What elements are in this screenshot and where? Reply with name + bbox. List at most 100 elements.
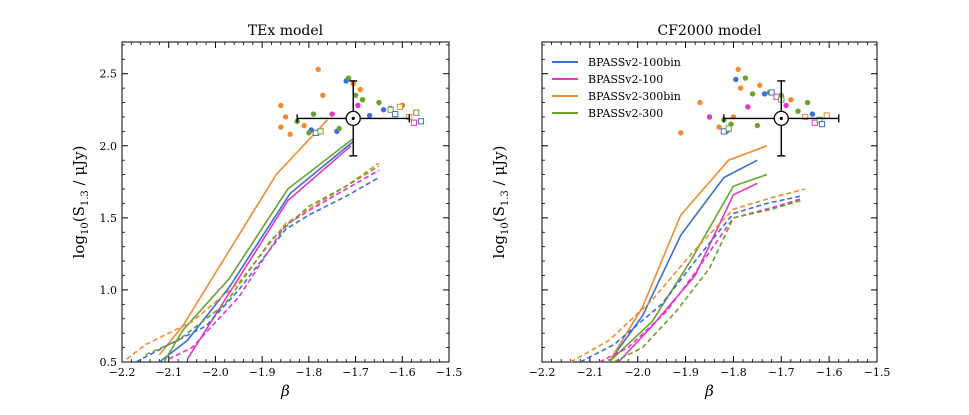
galaxy-square-point (317, 128, 324, 135)
galaxy-square-point (725, 125, 732, 132)
galaxy-point (795, 108, 801, 114)
x-axis-label: β (704, 382, 714, 400)
galaxy-point (376, 99, 382, 106)
x-tick-label: −1.8 (720, 366, 747, 379)
x-tick-label: −2.1 (155, 366, 182, 379)
series-line-bpassv2-100-solid (618, 182, 758, 362)
legend-label: BPASSv2-100bin (588, 56, 681, 69)
galaxy-point (706, 114, 713, 120)
x-tick-label: −1.6 (816, 366, 843, 379)
stack-marker-center (779, 116, 783, 120)
series-line-bpassv2-100bin-solid (158, 140, 354, 362)
galaxy-square-point (392, 110, 399, 118)
galaxy-point (282, 114, 289, 120)
galaxy-point (745, 104, 751, 110)
galaxy-point (733, 76, 739, 83)
series-line-bpassv2-300-dashed (145, 165, 380, 356)
plot-frame (541, 41, 878, 363)
galaxy-point (678, 130, 684, 136)
plot-area (570, 66, 840, 362)
galaxy-point (320, 92, 326, 99)
series-line-bpassv2-100-solid (186, 145, 352, 360)
series-line-bpassv2-100-dashed (168, 169, 380, 360)
galaxy-point (287, 131, 293, 137)
legend: BPASSv2-100bin BPASSv2-100 BPASSv2-300bin B… (552, 56, 681, 120)
galaxy-point (336, 125, 342, 132)
y-axis-label: log10(S1.3 / μJy) (70, 146, 91, 259)
panel-cf2000-model: CF2000 model −2.2 −2.1 −2.0 −1.9 −1.8 −1.7 −1.6… (490, 23, 890, 400)
y-tick-label: 0.5 (100, 356, 118, 369)
plot-area (126, 66, 425, 362)
galaxy-point (809, 111, 816, 117)
series-line-bpassv2-300bin-solid (158, 119, 329, 356)
galaxy-point (310, 111, 317, 117)
galaxy-point (359, 96, 366, 103)
galaxy-point (357, 86, 363, 93)
galaxy-point (754, 122, 761, 129)
galaxy-square-point (387, 106, 394, 113)
stacked-point (296, 80, 410, 157)
galaxy-point (329, 111, 335, 117)
series-line-bpassv2-300bin-dashed (126, 162, 380, 360)
galaxy-square-point (417, 118, 425, 125)
galaxy-point (301, 122, 307, 129)
galaxy-point (278, 124, 284, 130)
x-tick-label: −2.1 (576, 366, 603, 379)
legend-label: BPASSv2-100 (588, 73, 663, 86)
x-tick-label: −1.5 (864, 366, 891, 379)
galaxy-square-point (823, 112, 830, 119)
galaxy-point (804, 99, 811, 106)
galaxy-point (315, 66, 321, 73)
galaxy-square-point (802, 113, 809, 121)
legend-label: BPASSv2-300 (588, 107, 663, 120)
galaxy-point (345, 75, 352, 81)
galaxy-square-point (413, 109, 420, 116)
galaxy-point (306, 130, 312, 136)
x-tick-label: −2.0 (202, 366, 229, 379)
galaxy-point (735, 66, 741, 73)
series-line-bpassv2-300bin-solid (608, 145, 768, 362)
series-line-bpassv2-100bin-dashed (579, 195, 801, 362)
x-tick-label: −1.8 (295, 366, 322, 379)
series-line-bpassv2-300bin-dashed (570, 188, 806, 362)
x-tick-label: −1.6 (389, 366, 416, 379)
x-tick-label: −2.0 (624, 366, 651, 379)
series-line-bpassv2-300-solid (163, 137, 354, 362)
galaxy-point (757, 82, 763, 88)
galaxy-square-point (818, 121, 826, 128)
galaxy-point (737, 85, 744, 91)
y-axis-label: log10(S1.3 / μJy) (490, 146, 511, 259)
galaxy-point (716, 124, 722, 130)
x-tick-label: −1.5 (436, 366, 463, 379)
galaxy-point (749, 91, 756, 97)
galaxy-point (697, 99, 703, 106)
panel-tex-model: TEx model −2.2 −2.1 −2.0 −1.9 −1.8 −1.7 −1.6 −1.… (70, 23, 462, 400)
stack-marker-center (351, 116, 355, 120)
galaxy-point (761, 91, 768, 97)
galaxy-point (278, 102, 284, 109)
y-tick-label: 1.0 (100, 284, 118, 297)
x-tick-label: −2.2 (529, 366, 556, 379)
galaxy-point (742, 75, 749, 81)
y-tick-label: 2.5 (100, 68, 118, 81)
chart-title: CF2000 model (658, 23, 762, 39)
x-tick-label: −1.7 (768, 366, 795, 379)
series-line-bpassv2-100bin-solid (608, 159, 758, 362)
galaxy-point (352, 92, 359, 99)
series-line-bpassv2-300-solid (608, 173, 768, 362)
legend-label: BPASSv2-300bin (588, 90, 681, 103)
galaxy-square-point (410, 119, 418, 126)
x-tick-label: −1.9 (672, 366, 699, 379)
galaxy-square-point (396, 103, 404, 110)
plot-frame (121, 41, 450, 363)
x-axis-label: β (280, 382, 290, 400)
x-tick-label: −1.9 (249, 366, 276, 379)
galaxy-point (355, 102, 361, 109)
series-line-bpassv2-100-dashed (599, 198, 801, 362)
galaxy-point (783, 102, 789, 109)
galaxy-square-point (768, 89, 775, 96)
y-tick-label: 2.0 (100, 140, 118, 153)
series-line-bpassv2-300-dashed (613, 199, 801, 362)
chart-title: TEx model (248, 23, 324, 39)
